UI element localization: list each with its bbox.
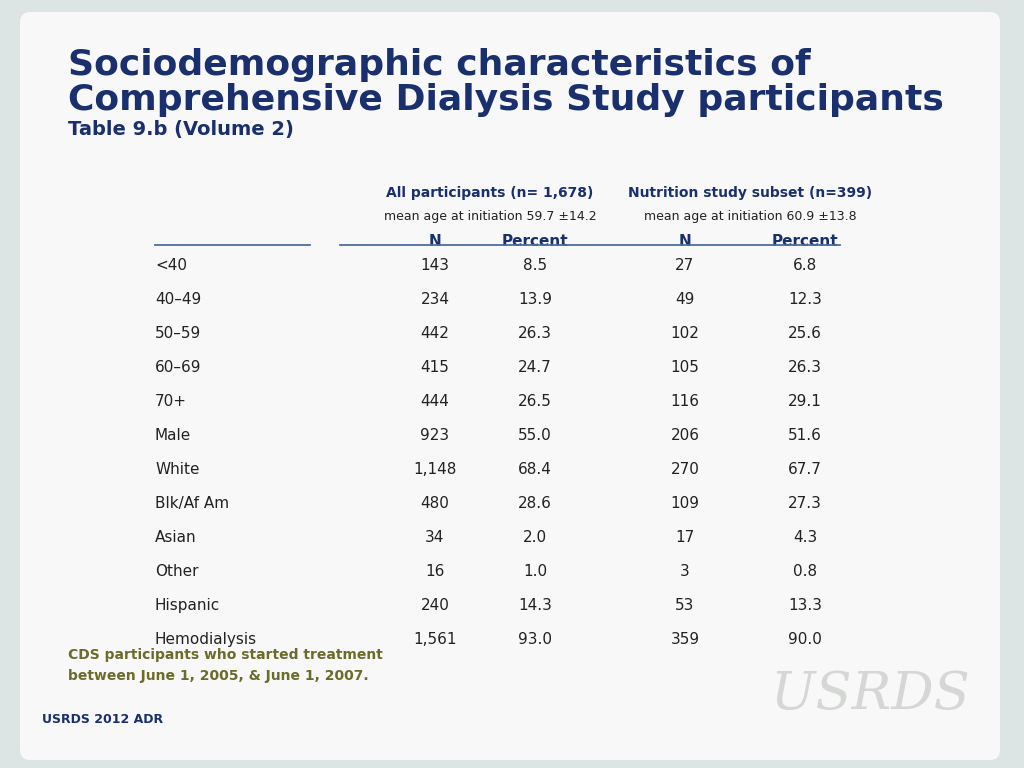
Text: 68.4: 68.4: [518, 462, 552, 477]
Text: 116: 116: [671, 394, 699, 409]
Text: 29.1: 29.1: [788, 394, 822, 409]
Text: 206: 206: [671, 428, 699, 443]
Text: 13.9: 13.9: [518, 292, 552, 307]
Text: 17: 17: [676, 530, 694, 545]
Text: mean age at initiation 60.9 ±13.8: mean age at initiation 60.9 ±13.8: [644, 210, 856, 223]
Text: 27.3: 27.3: [788, 496, 822, 511]
Text: N: N: [679, 234, 691, 249]
Text: 26.3: 26.3: [788, 360, 822, 375]
Text: 2.0: 2.0: [523, 530, 547, 545]
Text: 359: 359: [671, 632, 699, 647]
Text: 28.6: 28.6: [518, 496, 552, 511]
Text: 34: 34: [425, 530, 444, 545]
Text: 49: 49: [675, 292, 694, 307]
Text: 93.0: 93.0: [518, 632, 552, 647]
Text: 480: 480: [421, 496, 450, 511]
Text: 53: 53: [675, 598, 694, 613]
Text: Percent: Percent: [772, 234, 839, 249]
Text: Hispanic: Hispanic: [155, 598, 220, 613]
Text: 109: 109: [671, 496, 699, 511]
Text: N: N: [429, 234, 441, 249]
Text: 4.3: 4.3: [793, 530, 817, 545]
Text: Other: Other: [155, 564, 199, 579]
Text: 14.3: 14.3: [518, 598, 552, 613]
Text: <40: <40: [155, 258, 187, 273]
Text: mean age at initiation 59.7 ±14.2: mean age at initiation 59.7 ±14.2: [384, 210, 596, 223]
Text: 55.0: 55.0: [518, 428, 552, 443]
Text: 1,148: 1,148: [414, 462, 457, 477]
Text: 442: 442: [421, 326, 450, 341]
Text: Male: Male: [155, 428, 191, 443]
Text: 13.3: 13.3: [788, 598, 822, 613]
Text: 143: 143: [421, 258, 450, 273]
Text: 26.3: 26.3: [518, 326, 552, 341]
FancyBboxPatch shape: [20, 12, 1000, 760]
Text: All participants (n= 1,678): All participants (n= 1,678): [386, 186, 594, 200]
Text: Nutrition study subset (n=399): Nutrition study subset (n=399): [628, 186, 872, 200]
Text: 415: 415: [421, 360, 450, 375]
Text: 24.7: 24.7: [518, 360, 552, 375]
Text: 60–69: 60–69: [155, 360, 202, 375]
Text: 0.8: 0.8: [793, 564, 817, 579]
Text: 8.5: 8.5: [523, 258, 547, 273]
Text: 67.7: 67.7: [788, 462, 822, 477]
Text: 1,561: 1,561: [414, 632, 457, 647]
Text: 26.5: 26.5: [518, 394, 552, 409]
Text: 40–49: 40–49: [155, 292, 202, 307]
Text: Table 9.b (Volume 2): Table 9.b (Volume 2): [68, 120, 294, 139]
Text: 51.6: 51.6: [788, 428, 822, 443]
Text: 25.6: 25.6: [788, 326, 822, 341]
Text: Asian: Asian: [155, 530, 197, 545]
Text: USRDS 2012 ADR: USRDS 2012 ADR: [42, 713, 163, 726]
Text: 6.8: 6.8: [793, 258, 817, 273]
Text: 3: 3: [680, 564, 690, 579]
Text: 102: 102: [671, 326, 699, 341]
Text: Blk/Af Am: Blk/Af Am: [155, 496, 229, 511]
Text: USRDS: USRDS: [771, 669, 970, 720]
Text: 16: 16: [425, 564, 444, 579]
Text: 234: 234: [421, 292, 450, 307]
Text: 1.0: 1.0: [523, 564, 547, 579]
Text: 50–59: 50–59: [155, 326, 202, 341]
Text: 70+: 70+: [155, 394, 187, 409]
Text: Percent: Percent: [502, 234, 568, 249]
Text: 12.3: 12.3: [788, 292, 822, 307]
Text: Sociodemographic characteristics of: Sociodemographic characteristics of: [68, 48, 811, 82]
Text: 270: 270: [671, 462, 699, 477]
Text: 240: 240: [421, 598, 450, 613]
Text: Hemodialysis: Hemodialysis: [155, 632, 257, 647]
Text: White: White: [155, 462, 200, 477]
Text: 90.0: 90.0: [788, 632, 822, 647]
Text: Comprehensive Dialysis Study participants: Comprehensive Dialysis Study participant…: [68, 83, 944, 117]
Text: CDS participants who started treatment
between June 1, 2005, & June 1, 2007.: CDS participants who started treatment b…: [68, 648, 383, 683]
Text: 27: 27: [676, 258, 694, 273]
Text: 105: 105: [671, 360, 699, 375]
Text: 444: 444: [421, 394, 450, 409]
Text: 923: 923: [421, 428, 450, 443]
